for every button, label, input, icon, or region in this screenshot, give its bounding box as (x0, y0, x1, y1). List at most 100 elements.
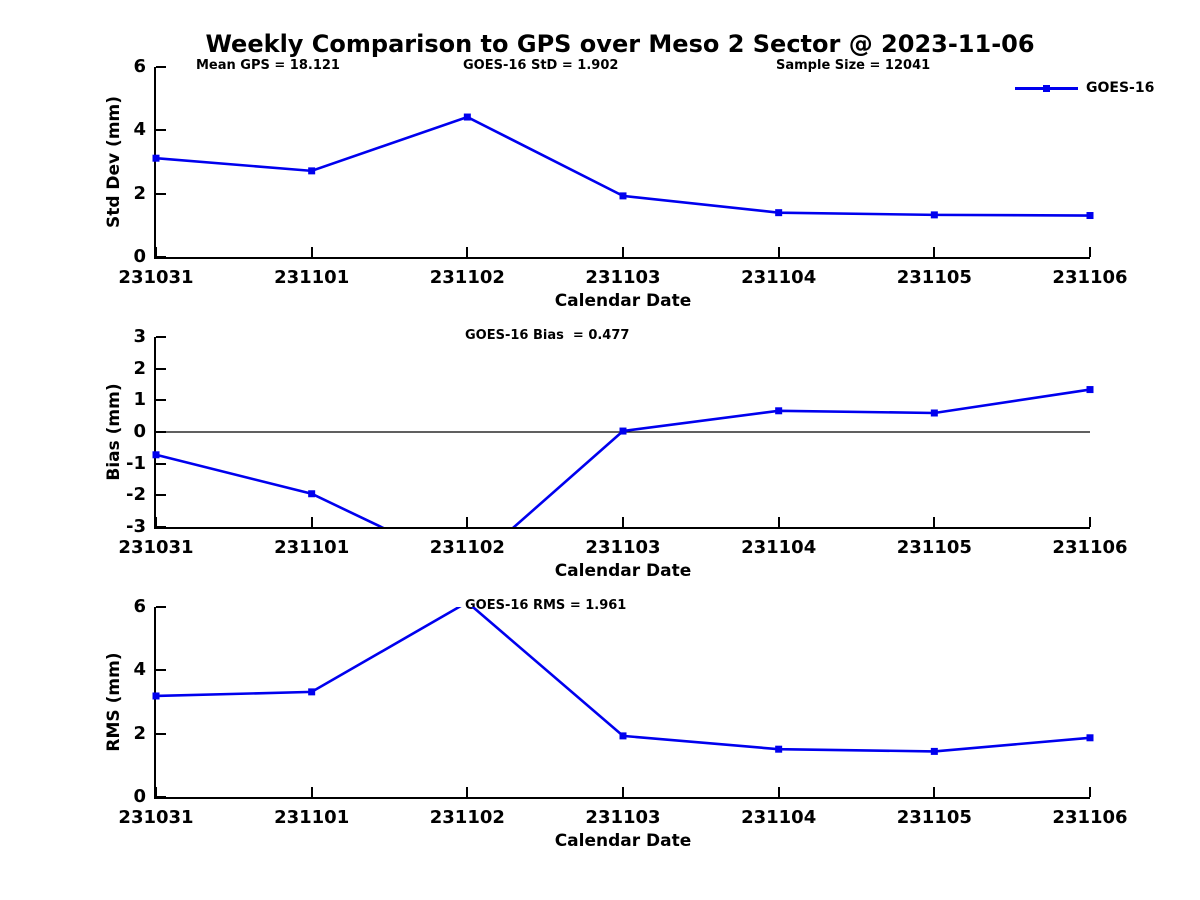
x-tick-label: 231106 (1052, 537, 1128, 558)
data-point-marker (1086, 734, 1094, 742)
x-tick-label: 231031 (118, 807, 194, 828)
x-tick-label: 231106 (1052, 267, 1128, 288)
y-tick-label: 4 (133, 659, 146, 681)
subplot-std-dev: Std Dev (mm) Calendar Date Mean GPS = 18… (104, 56, 1154, 311)
x-tick (466, 247, 469, 257)
x-tick (466, 517, 469, 527)
x-tick-label: 231105 (896, 537, 972, 558)
x-tick-label: 231103 (585, 267, 661, 288)
x-tick (1089, 787, 1091, 797)
annotation-goes16-std: GOES-16 StD = 1.902 (463, 58, 619, 73)
y-tick (156, 66, 166, 68)
data-point-marker (308, 490, 316, 498)
x-tick-label: 231102 (429, 267, 505, 288)
x-tick (777, 787, 780, 797)
x-tick (777, 247, 780, 257)
y-tick-label: 2 (133, 357, 146, 379)
y-tick (156, 494, 166, 497)
annotation-sample-size: Sample Size = 12041 (776, 58, 931, 73)
x-tick-label: 231104 (741, 807, 817, 828)
y-tick-label: 0 (133, 246, 146, 267)
data-point-marker (619, 732, 627, 740)
data-point-marker (775, 407, 783, 415)
figure-title: Weekly Comparison to GPS over Meso 2 Sec… (205, 30, 1035, 58)
data-point-marker (930, 211, 938, 219)
x-tick (155, 247, 157, 257)
y-tick (156, 606, 166, 608)
data-point-marker (619, 427, 627, 435)
x-tick-label: 231103 (585, 537, 661, 558)
data-point-marker (619, 192, 627, 200)
x-tick-label: 231101 (274, 537, 350, 558)
y-tick (156, 526, 166, 528)
y-tick (156, 462, 166, 465)
x-tick (1089, 247, 1091, 257)
y-tick (156, 367, 166, 370)
data-line (155, 607, 1091, 753)
y-tick (156, 669, 166, 672)
x-tick (1089, 517, 1091, 527)
y-tick-label: 2 (133, 182, 146, 204)
data-point-marker (152, 154, 160, 162)
x-tick-label: 231106 (1052, 807, 1128, 828)
x-tick-label: 231102 (429, 537, 505, 558)
y-tick-label: 6 (133, 56, 146, 77)
legend-square-marker-icon (1043, 85, 1050, 92)
data-point-marker (775, 745, 783, 753)
x-tick (933, 787, 936, 797)
y-tick-label: -1 (126, 452, 146, 474)
annotation-goes16-bias: GOES-16 Bias = 0.477 (465, 328, 630, 343)
y-tick (156, 192, 166, 195)
data-point-marker (308, 688, 316, 696)
y-tick-label: 3 (133, 326, 146, 347)
x-tick (777, 517, 780, 527)
y-tick-label: 1 (133, 389, 146, 411)
x-tick (310, 787, 313, 797)
y-tick (156, 399, 166, 402)
legend-label: GOES-16 (1086, 80, 1155, 96)
x-tick (310, 247, 313, 257)
std-dev-y-axis-label: Std Dev (mm) (104, 95, 124, 229)
bias-x-axis-label: Calendar Date (554, 561, 692, 581)
x-tick-label: 231105 (896, 807, 972, 828)
annotation-goes16-rms: GOES-16 RMS = 1.961 (465, 598, 627, 613)
x-tick (155, 787, 157, 797)
x-tick-label: 231101 (274, 267, 350, 288)
y-tick-label: -3 (126, 516, 146, 537)
x-tick-label: 231031 (118, 267, 194, 288)
line-chart-canvas (152, 386, 1094, 527)
x-tick (155, 517, 157, 527)
x-tick-label: 231103 (585, 807, 661, 828)
y-tick-label: 4 (133, 119, 146, 141)
y-tick (156, 129, 166, 132)
y-tick-label: 6 (133, 596, 146, 617)
x-tick-label: 231105 (896, 267, 972, 288)
data-point-marker (308, 167, 316, 175)
subplot-rms: RMS (mm) Calendar Date GOES-16 RMS = 1.9… (104, 596, 1128, 851)
line-chart-canvas (152, 113, 1094, 220)
subplot-bias: Bias (mm) Calendar Date GOES-16 Bias = 0… (104, 326, 1128, 581)
x-tick-label: 231101 (274, 807, 350, 828)
data-point-marker (930, 409, 938, 417)
y-tick (156, 256, 166, 258)
data-line (155, 115, 1091, 217)
data-point-marker (775, 209, 783, 217)
y-tick-label: -2 (126, 484, 146, 506)
y-tick (156, 796, 166, 798)
y-tick-label: 2 (133, 722, 146, 744)
x-tick (622, 787, 624, 797)
rms-x-axis-label: Calendar Date (554, 831, 692, 851)
x-tick-label: 231104 (741, 537, 817, 558)
std-dev-x-axis-label: Calendar Date (554, 291, 692, 311)
x-tick (933, 517, 936, 527)
x-tick (622, 517, 624, 527)
legend: GOES-16 (1015, 80, 1200, 96)
data-point-marker (463, 113, 471, 121)
y-tick (156, 336, 166, 338)
x-tick-label: 231031 (118, 537, 194, 558)
y-tick-label: 0 (133, 786, 146, 807)
y-tick (156, 732, 166, 735)
annotation-mean-gps: Mean GPS = 18.121 (196, 58, 340, 73)
data-point-marker (1086, 212, 1094, 220)
x-tick (622, 247, 624, 257)
